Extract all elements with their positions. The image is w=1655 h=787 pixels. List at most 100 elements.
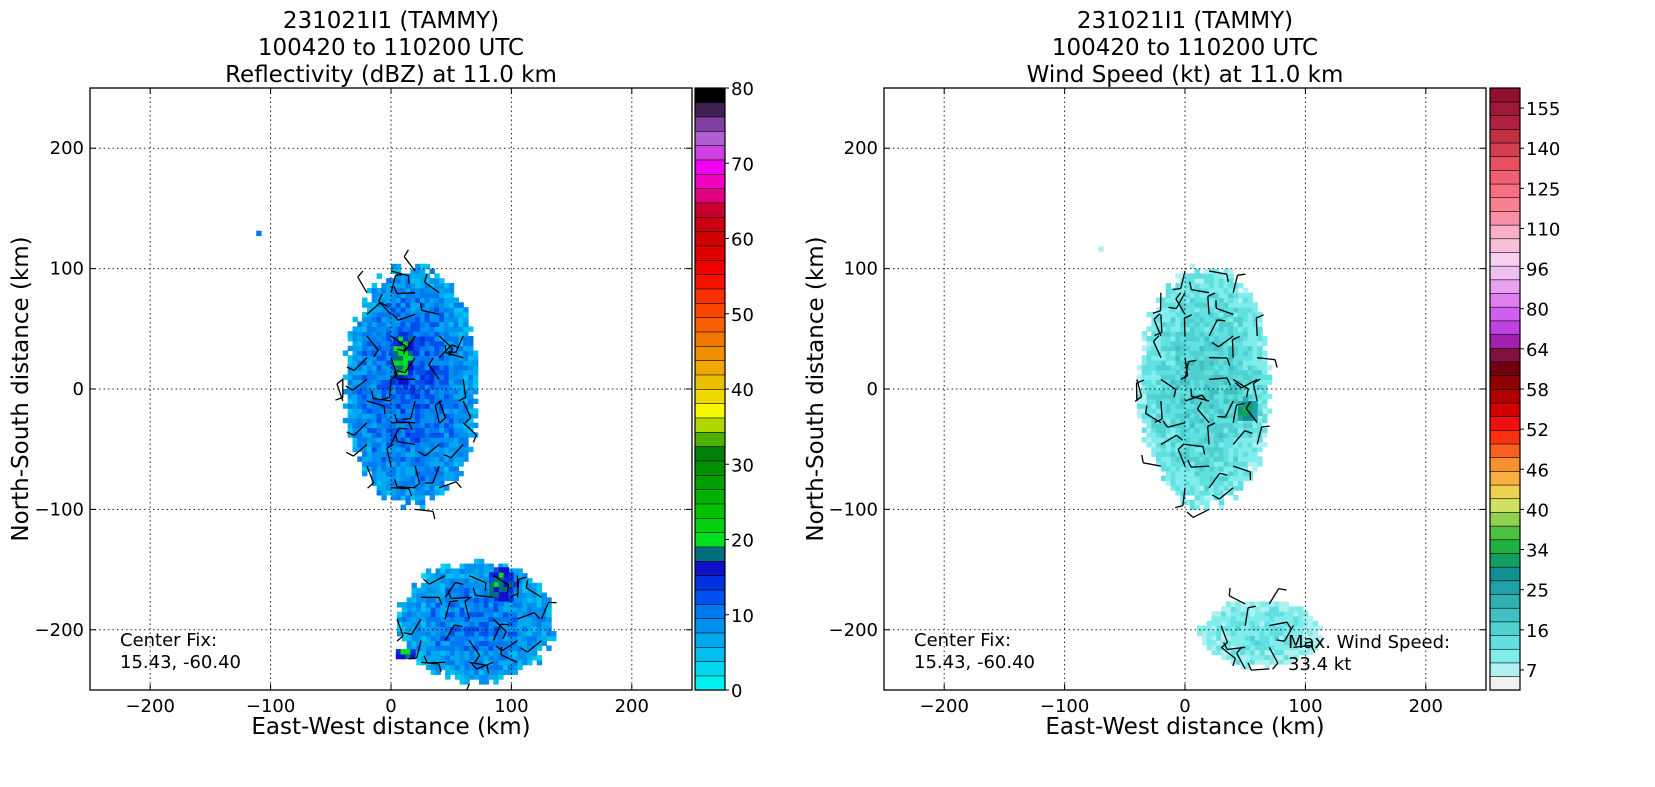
data-cell [1218, 437, 1225, 443]
data-cell [1189, 273, 1196, 279]
data-cell [517, 597, 523, 603]
data-cell [1228, 446, 1234, 453]
data-cell [513, 581, 519, 587]
data-cell [1254, 611, 1261, 617]
data-cell [366, 456, 373, 462]
data-cell [434, 417, 440, 424]
data-cell [1242, 422, 1249, 429]
data-cell [1194, 326, 1200, 332]
data-cell [1180, 461, 1186, 467]
wind-barb [1224, 400, 1234, 418]
data-cell [381, 451, 387, 457]
data-cell [434, 451, 440, 457]
data-cell [1238, 422, 1244, 429]
wind-barb [468, 640, 481, 656]
data-cell [410, 446, 416, 453]
data-cell [434, 316, 440, 323]
data-cell [517, 664, 523, 671]
data-cell [1252, 456, 1258, 462]
data-cell [1223, 273, 1229, 279]
wind-barb-flag [1190, 388, 1193, 397]
data-cell [419, 364, 426, 371]
data-cell [444, 379, 450, 385]
data-cell [507, 669, 514, 675]
data-cell [376, 422, 382, 429]
colorbar-tick-label: 40 [731, 380, 754, 401]
wind-barb-flag [386, 443, 394, 450]
data-cell [415, 364, 421, 371]
data-cell [400, 297, 406, 303]
data-cell [1151, 437, 1157, 443]
colorbar-swatch [694, 575, 726, 591]
colorbar-swatch [694, 460, 726, 476]
data-cell [1160, 340, 1167, 347]
data-cell [1288, 644, 1294, 651]
data-cell [357, 350, 363, 356]
data-cell [1216, 620, 1222, 627]
data-cell [464, 664, 470, 671]
data-cell [410, 297, 416, 303]
data-cell [416, 616, 422, 622]
data-cell [1247, 364, 1253, 371]
data-cell [352, 417, 358, 424]
data-cell [347, 331, 354, 337]
data-cell [1235, 635, 1241, 641]
wind-barb-flag [1256, 314, 1264, 319]
data-cell [1242, 369, 1249, 376]
data-cell [1189, 287, 1196, 294]
data-cell [435, 606, 441, 613]
data-cell [415, 413, 421, 419]
data-cell [391, 408, 397, 414]
data-cell [371, 393, 378, 400]
data-cell [386, 331, 392, 337]
data-cell [1175, 350, 1181, 356]
data-cell [440, 587, 446, 594]
data-cell [400, 504, 406, 510]
data-cell [439, 355, 445, 361]
data-cell [1185, 355, 1191, 361]
data-cell [419, 297, 426, 303]
data-cell [1307, 649, 1314, 656]
data-cell [531, 655, 538, 661]
data-cell [459, 664, 465, 671]
data-cell [503, 650, 509, 656]
data-cell [391, 302, 397, 308]
data-cell [1288, 620, 1294, 627]
data-cell [439, 403, 445, 409]
wind-barb [352, 443, 368, 457]
wind-barb-flag [367, 482, 374, 489]
data-cell [352, 360, 358, 366]
data-cell [424, 427, 431, 433]
data-cell [453, 355, 459, 361]
data-cell [1225, 635, 1232, 641]
data-cell [439, 374, 445, 380]
data-cell [1160, 379, 1167, 385]
data-cell [362, 389, 368, 395]
data-cell [415, 490, 421, 496]
data-cell [1151, 427, 1157, 433]
data-cell [454, 578, 461, 584]
data-cell [386, 379, 392, 385]
data-cell [1160, 389, 1167, 395]
data-cell [450, 616, 456, 622]
data-cell [454, 582, 461, 589]
colorbar-tick-label: 58 [1526, 380, 1549, 401]
data-cell [483, 582, 490, 589]
data-cell [405, 292, 411, 299]
data-cell [1213, 345, 1220, 352]
wind-barb-flag [378, 293, 383, 302]
data-cell [453, 374, 459, 380]
data-cell [1194, 466, 1200, 472]
data-cell [405, 451, 411, 457]
wind-barb [404, 357, 416, 373]
data-cell [421, 655, 427, 661]
data-cell [381, 355, 387, 361]
data-cell [1245, 625, 1251, 631]
data-cell [362, 451, 368, 457]
data-cell [1199, 369, 1205, 376]
data-cell [381, 350, 387, 356]
data-cell [1262, 413, 1268, 419]
data-cell [395, 461, 402, 467]
data-cell [1247, 307, 1253, 313]
colorbar-swatch [694, 188, 726, 204]
